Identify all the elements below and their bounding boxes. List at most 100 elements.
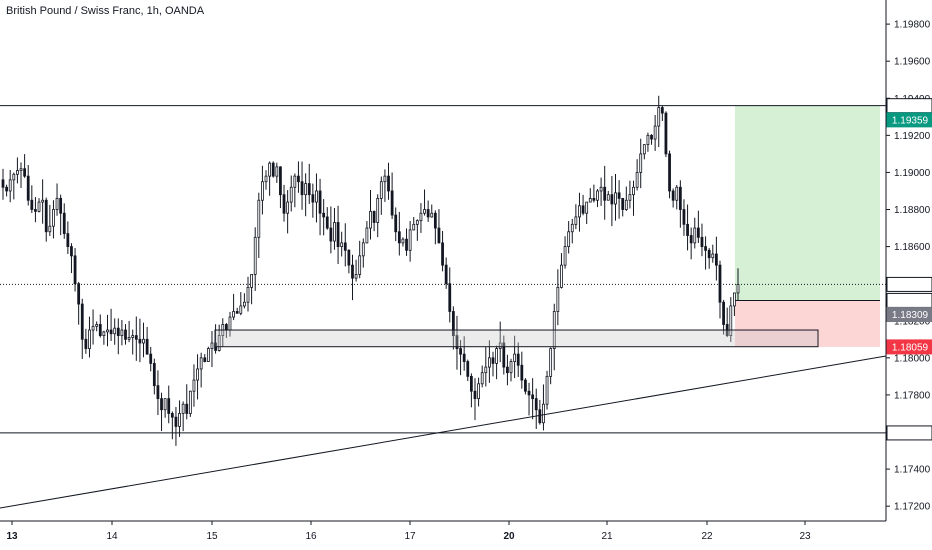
candle-body — [170, 413, 174, 418]
price-tag: 1.18396 — [886, 276, 932, 292]
candle-body — [167, 398, 171, 414]
x-tick-label: 15 — [206, 531, 218, 542]
candle-body — [433, 212, 437, 229]
candle-body — [430, 212, 434, 218]
candle-body — [560, 264, 563, 288]
candle-body — [394, 214, 398, 233]
candle-body — [120, 329, 124, 336]
candle-body — [199, 357, 203, 370]
candle-body — [596, 190, 599, 201]
candle-body — [718, 264, 722, 303]
candle-body — [250, 274, 253, 288]
candle-body — [401, 238, 405, 244]
price-tag-label: 1.18059 — [892, 342, 929, 353]
candle-body — [37, 201, 41, 212]
candle-body — [19, 168, 23, 171]
candle-body — [376, 197, 380, 223]
candle-body — [642, 144, 646, 155]
candle-body — [379, 181, 383, 199]
candle-body — [635, 172, 639, 188]
candle-body — [477, 383, 480, 400]
candle-body — [160, 398, 163, 411]
candle-body — [253, 236, 257, 275]
candle-body — [542, 403, 545, 424]
candle-body — [41, 199, 45, 203]
candle-body — [325, 216, 329, 229]
candle-body — [98, 324, 102, 336]
candle-body — [696, 227, 700, 238]
candle-body — [549, 348, 553, 377]
candle-body — [448, 283, 452, 312]
candle-body — [444, 264, 448, 285]
x-tick-label: 16 — [305, 531, 317, 542]
price-tag: 1.17595 — [886, 425, 932, 441]
candle-body — [462, 353, 466, 362]
candle-body — [408, 229, 412, 251]
candle-body — [714, 253, 718, 266]
candle-body — [358, 255, 362, 275]
candle-body — [163, 398, 167, 411]
candle-body — [351, 264, 354, 279]
loss-zone[interactable] — [735, 300, 880, 347]
candle-body — [516, 353, 520, 366]
candle-body — [459, 348, 462, 355]
candle-body — [736, 284, 740, 294]
candle-body — [578, 205, 581, 218]
candle-body — [632, 186, 635, 196]
candle-body — [437, 227, 441, 244]
price-tag-box — [886, 339, 932, 355]
candle-body — [145, 338, 149, 355]
candle-body — [12, 173, 16, 181]
candle-body — [340, 242, 344, 247]
candle-body — [599, 186, 603, 192]
candle-body — [506, 366, 509, 374]
candle-body — [722, 301, 725, 325]
chart-title: British Pound / Swiss Franc, 1h, OANDA — [6, 5, 205, 17]
candle-body — [106, 329, 109, 333]
candle-body — [361, 242, 365, 257]
demand-zone[interactable] — [214, 329, 819, 348]
candle-body — [419, 212, 423, 222]
candle-body — [488, 357, 491, 368]
candle-body — [653, 125, 657, 140]
candle-body — [675, 186, 679, 201]
profit-zone[interactable] — [735, 105, 880, 301]
candle-body — [185, 403, 189, 414]
candle-body — [556, 286, 560, 312]
candle-body — [5, 186, 8, 192]
position-tool[interactable] — [735, 105, 880, 347]
candle-body — [704, 246, 707, 251]
candle-body — [415, 220, 419, 225]
candle-body — [80, 303, 84, 340]
price-tag-box — [886, 276, 932, 292]
candle-body — [297, 175, 300, 183]
candle-body — [689, 235, 693, 244]
price-tag: 1.19359 — [886, 112, 932, 128]
candle-body — [124, 329, 127, 340]
candle-body — [390, 190, 394, 216]
candle-body — [44, 199, 48, 233]
candle-body — [534, 398, 538, 411]
candle-body — [617, 192, 621, 199]
candle-body — [412, 223, 416, 231]
candle-body — [26, 175, 30, 201]
candle-body — [664, 112, 668, 155]
candle-body — [235, 311, 239, 314]
candle-body — [657, 107, 661, 127]
candle-body — [149, 353, 153, 364]
drawings[interactable] — [0, 329, 887, 509]
candle-body — [466, 361, 470, 377]
candle-body — [206, 348, 210, 362]
candle-body — [73, 255, 77, 285]
candle-body — [127, 337, 131, 340]
candle-body — [109, 329, 113, 335]
candle-body — [405, 238, 408, 251]
trendline[interactable] — [0, 355, 887, 509]
candle-body — [347, 249, 351, 266]
y-tick-label: 1.17800 — [894, 390, 931, 401]
candle-body — [289, 186, 293, 203]
candle-body — [322, 212, 326, 218]
candle-body — [293, 175, 297, 188]
candle-body — [574, 216, 578, 225]
